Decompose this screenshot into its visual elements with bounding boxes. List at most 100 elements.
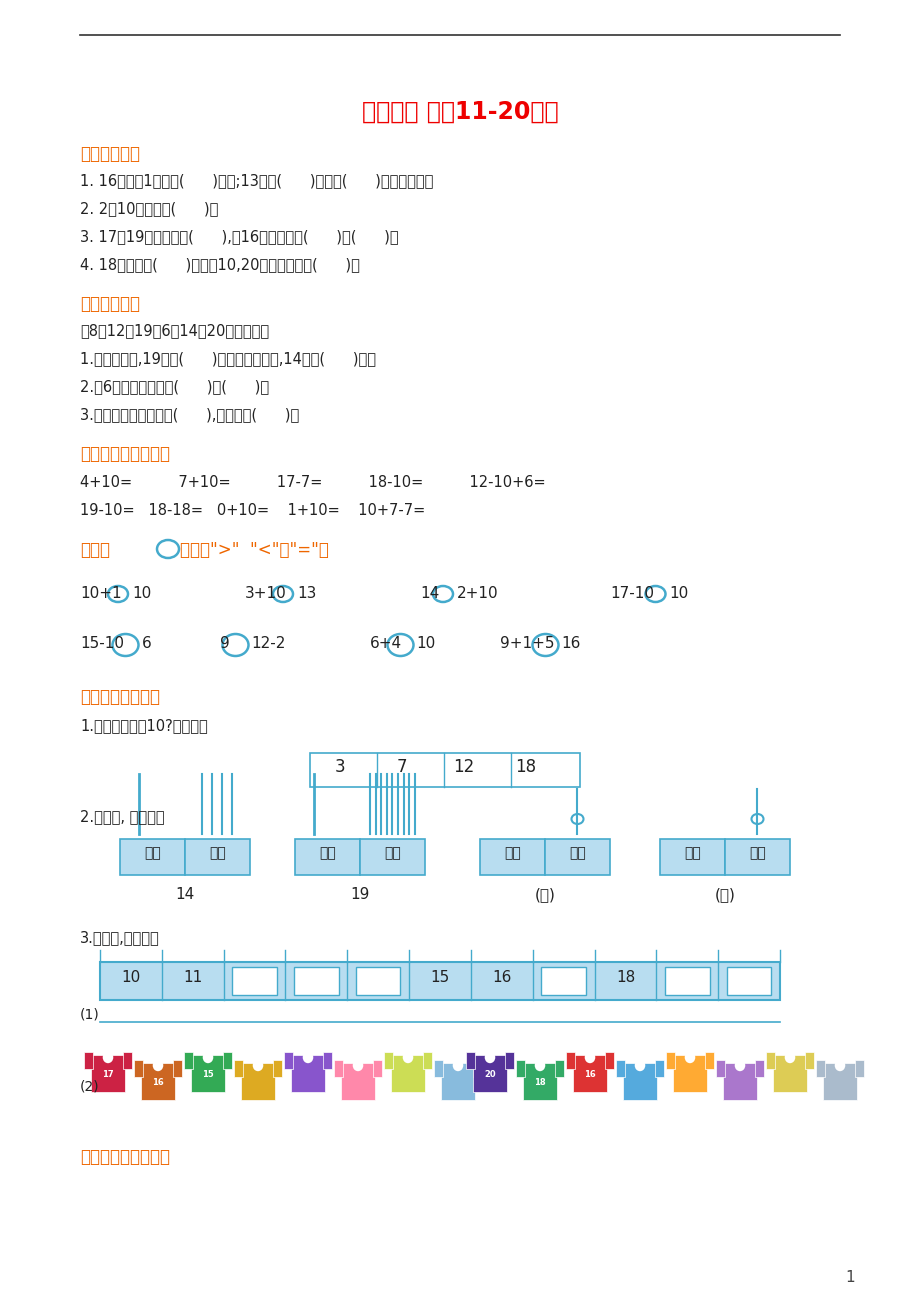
- Ellipse shape: [452, 1060, 463, 1072]
- Text: 2+10: 2+10: [457, 586, 498, 602]
- Bar: [724, 838, 789, 875]
- Text: 11: 11: [183, 970, 202, 986]
- Text: 13: 13: [297, 586, 316, 602]
- Bar: [622, 1062, 656, 1100]
- Bar: [616, 1060, 624, 1077]
- Text: 6+4: 6+4: [369, 635, 402, 651]
- Bar: [310, 753, 579, 786]
- Text: 二、选一选。: 二、选一选。: [80, 296, 140, 312]
- Bar: [715, 1060, 724, 1077]
- Text: 第九单元 认证11-20各数: 第九单元 认证11-20各数: [361, 100, 558, 124]
- Bar: [84, 1052, 93, 1069]
- Bar: [823, 1062, 856, 1100]
- Bar: [232, 967, 277, 995]
- Bar: [341, 1062, 374, 1100]
- Bar: [544, 838, 609, 875]
- Text: (　): ( ): [714, 887, 734, 902]
- Text: (1): (1): [80, 1008, 99, 1022]
- Ellipse shape: [684, 1052, 695, 1064]
- Bar: [654, 1060, 664, 1077]
- Bar: [359, 838, 425, 875]
- Text: 15: 15: [430, 970, 449, 986]
- Bar: [295, 838, 359, 875]
- Text: 个位: 个位: [569, 846, 585, 861]
- Ellipse shape: [403, 1052, 413, 1064]
- Text: 9: 9: [220, 635, 230, 651]
- Text: 四、在: 四、在: [80, 542, 110, 559]
- Text: 十位: 十位: [319, 846, 335, 861]
- Bar: [185, 838, 250, 875]
- Text: 10: 10: [416, 635, 436, 651]
- Text: 19: 19: [350, 887, 369, 902]
- Text: (　): ( ): [534, 887, 555, 902]
- Bar: [223, 1052, 232, 1069]
- Text: 10: 10: [121, 970, 141, 986]
- Bar: [123, 1052, 131, 1069]
- Text: 十位: 十位: [504, 846, 520, 861]
- Text: 3.在这些数中最大数是(      ),最小数是(      )。: 3.在这些数中最大数是( ),最小数是( )。: [80, 408, 299, 422]
- Bar: [605, 1052, 613, 1069]
- Bar: [754, 1060, 763, 1077]
- Text: 16: 16: [152, 1078, 164, 1087]
- Text: 3. 17和19中间的数是(      ),和16相邻的数是(      )和(      )。: 3. 17和19中间的数是( ),和16相邻的数是( )和( )。: [80, 229, 398, 243]
- Text: 12: 12: [453, 758, 474, 776]
- Bar: [659, 838, 724, 875]
- Text: 19-10=   18-18=   0+10=    1+10=    10+7-7=: 19-10= 18-18= 0+10= 1+10= 10+7-7=: [80, 503, 425, 518]
- Text: 16: 16: [584, 1070, 596, 1079]
- Text: 17-10: 17-10: [609, 586, 653, 602]
- Ellipse shape: [302, 1052, 313, 1064]
- Text: 18: 18: [534, 1078, 545, 1087]
- Text: 五、按要求做题。: 五、按要求做题。: [80, 687, 160, 706]
- Bar: [855, 1060, 863, 1077]
- Text: 2.和6相邻的两个数是(      )和(      )。: 2.和6相邻的两个数是( )和( )。: [80, 379, 269, 395]
- Text: 在8、12、19、6、14、20这些数中。: 在8、12、19、6、14、20这些数中。: [80, 323, 269, 339]
- Text: 14: 14: [420, 586, 438, 602]
- Ellipse shape: [484, 1052, 494, 1064]
- Text: 十位: 十位: [684, 846, 700, 861]
- Ellipse shape: [734, 1060, 744, 1072]
- Bar: [726, 967, 770, 995]
- Text: 3.找规律,填一填。: 3.找规律,填一填。: [80, 930, 160, 945]
- Text: 17: 17: [102, 1070, 114, 1079]
- Bar: [434, 1060, 442, 1077]
- Bar: [505, 1052, 514, 1069]
- Text: 18: 18: [515, 758, 536, 776]
- Text: 10: 10: [669, 586, 688, 602]
- Bar: [191, 1055, 224, 1092]
- Bar: [664, 967, 709, 995]
- Text: 个位: 个位: [209, 846, 226, 861]
- Text: 三、直接写出得数。: 三、直接写出得数。: [80, 445, 170, 464]
- Text: 7: 7: [396, 758, 407, 776]
- Bar: [184, 1052, 192, 1069]
- Text: 个位: 个位: [384, 846, 401, 861]
- Bar: [356, 967, 400, 995]
- Ellipse shape: [202, 1052, 213, 1064]
- Text: 一、填空题。: 一、填空题。: [80, 145, 140, 163]
- Text: 10+1: 10+1: [80, 586, 121, 602]
- Ellipse shape: [153, 1060, 163, 1072]
- Bar: [466, 1052, 474, 1069]
- Bar: [555, 1060, 563, 1077]
- Ellipse shape: [784, 1052, 794, 1064]
- Bar: [523, 1062, 556, 1100]
- Bar: [804, 1052, 813, 1069]
- Bar: [766, 1052, 774, 1069]
- Bar: [565, 1052, 574, 1069]
- Text: 里填上">"  "<"或"="。: 里填上">" "<"或"="。: [180, 542, 328, 559]
- Bar: [100, 962, 779, 1000]
- Bar: [241, 1062, 275, 1100]
- Text: 18: 18: [615, 970, 634, 986]
- Text: 16: 16: [492, 970, 511, 986]
- Bar: [516, 1060, 524, 1077]
- Text: 16: 16: [561, 635, 580, 651]
- Bar: [273, 1060, 282, 1077]
- Bar: [391, 1055, 425, 1092]
- Ellipse shape: [584, 1052, 595, 1064]
- Bar: [284, 1052, 292, 1069]
- Ellipse shape: [103, 1052, 113, 1064]
- Bar: [473, 1060, 482, 1077]
- Text: 12-2: 12-2: [251, 635, 286, 651]
- Bar: [291, 1055, 324, 1092]
- Bar: [441, 1062, 474, 1100]
- Bar: [815, 1060, 823, 1077]
